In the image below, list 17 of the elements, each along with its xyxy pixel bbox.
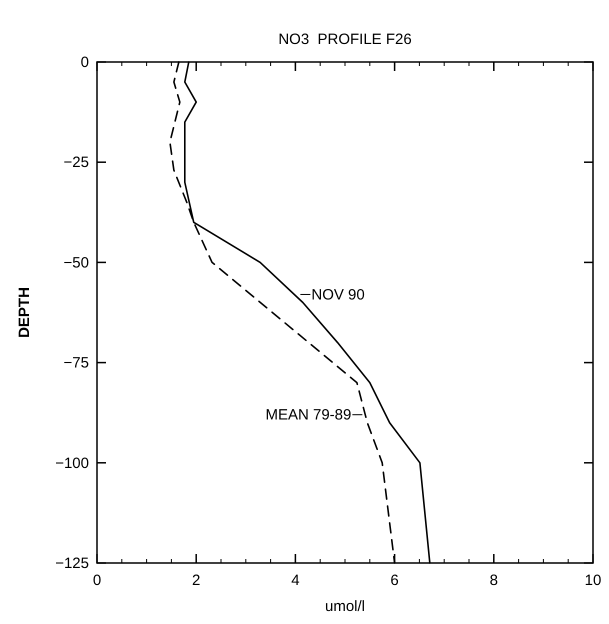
- y-tick-label: 0: [80, 54, 89, 71]
- y-tick-label: −50: [64, 254, 89, 272]
- x-tick-label: 6: [390, 572, 399, 589]
- y-tick-label: −75: [64, 354, 89, 372]
- x-tick-label: 8: [490, 572, 498, 589]
- y-tick-label: −125: [55, 555, 89, 572]
- annotation: NOV 90: [311, 286, 365, 304]
- x-tick-label: 2: [192, 572, 200, 589]
- annotation: MEAN 79-89: [265, 406, 352, 424]
- chart-title: NO3 PROFILE F26: [278, 31, 412, 48]
- x-axis-title: umol/l: [324, 598, 366, 615]
- y-tick-label: −100: [55, 454, 89, 472]
- y-tick-label: −25: [64, 154, 89, 172]
- x-tick-label: 10: [584, 572, 602, 589]
- y-axis-title: DEPTH: [16, 287, 33, 338]
- x-tick-label: 0: [92, 572, 102, 589]
- x-tick-label: 4: [291, 572, 300, 589]
